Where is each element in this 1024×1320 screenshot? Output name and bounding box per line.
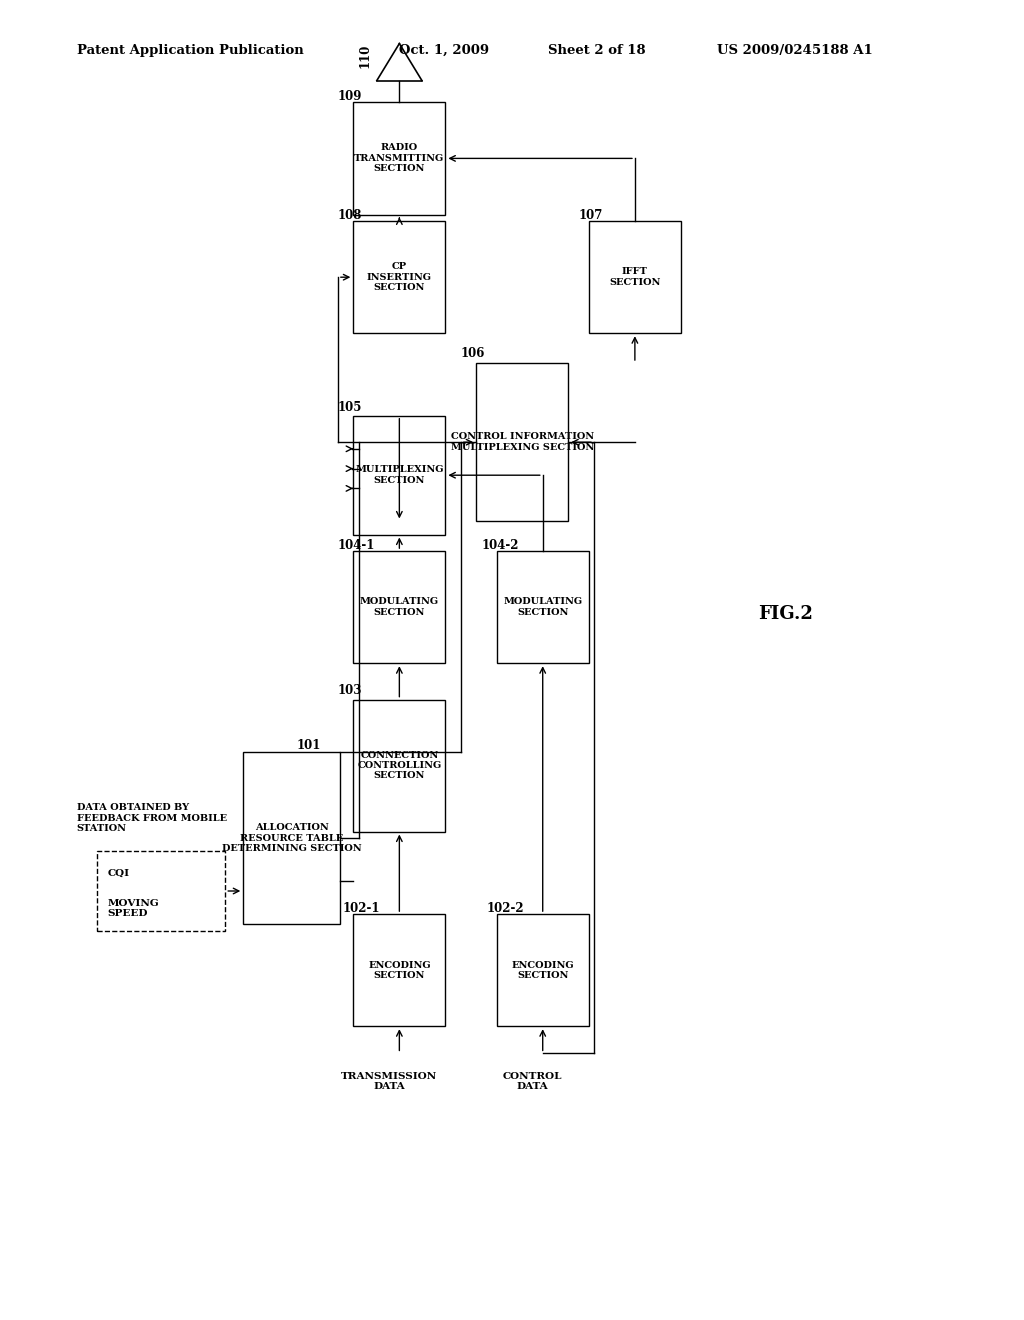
Text: CONTROL INFORMATION
MULTIPLEXING SECTION: CONTROL INFORMATION MULTIPLEXING SECTION xyxy=(451,433,594,451)
Text: MODULATING
SECTION: MODULATING SECTION xyxy=(503,598,583,616)
Text: TRANSMISSION
DATA: TRANSMISSION DATA xyxy=(341,1072,437,1092)
Bar xyxy=(353,103,445,214)
Text: MULTIPLEXING
SECTION: MULTIPLEXING SECTION xyxy=(355,466,443,484)
Text: ALLOCATION
RESOURCE TABLE
DETERMINING SECTION: ALLOCATION RESOURCE TABLE DETERMINING SE… xyxy=(222,824,361,853)
Text: Oct. 1, 2009: Oct. 1, 2009 xyxy=(399,44,489,57)
Text: 103: 103 xyxy=(338,684,362,697)
Text: 106: 106 xyxy=(461,347,485,360)
Bar xyxy=(497,913,589,1027)
Text: 104-1: 104-1 xyxy=(338,539,375,552)
Bar xyxy=(589,220,681,333)
Text: 107: 107 xyxy=(579,209,603,222)
Bar xyxy=(97,851,225,931)
Text: CQI: CQI xyxy=(108,869,130,878)
Text: ENCODING
SECTION: ENCODING SECTION xyxy=(511,961,574,979)
Text: CONNECTION
CONTROLLING
SECTION: CONNECTION CONTROLLING SECTION xyxy=(357,751,441,780)
Text: CONTROL
DATA: CONTROL DATA xyxy=(503,1072,562,1092)
Text: 109: 109 xyxy=(338,90,362,103)
Text: 108: 108 xyxy=(338,209,362,222)
Text: 102-2: 102-2 xyxy=(486,902,524,915)
Text: FIG.2: FIG.2 xyxy=(758,605,813,623)
Text: 101: 101 xyxy=(297,739,322,752)
Bar xyxy=(353,552,445,663)
Text: 105: 105 xyxy=(338,401,362,414)
Text: 110: 110 xyxy=(358,44,372,67)
Bar xyxy=(244,752,340,924)
Bar xyxy=(353,416,445,535)
Text: 102-1: 102-1 xyxy=(343,902,381,915)
Text: CP
INSERTING
SECTION: CP INSERTING SECTION xyxy=(367,263,432,292)
Text: MOVING
SPEED: MOVING SPEED xyxy=(108,899,160,919)
Text: 104-2: 104-2 xyxy=(481,539,519,552)
Text: Sheet 2 of 18: Sheet 2 of 18 xyxy=(548,44,645,57)
Text: US 2009/0245188 A1: US 2009/0245188 A1 xyxy=(717,44,872,57)
Bar xyxy=(476,363,568,521)
Bar xyxy=(353,700,445,832)
Text: IFFT
SECTION: IFFT SECTION xyxy=(609,268,660,286)
Text: DATA OBTAINED BY
FEEDBACK FROM MOBILE
STATION: DATA OBTAINED BY FEEDBACK FROM MOBILE ST… xyxy=(77,804,227,833)
Bar xyxy=(353,913,445,1027)
Text: RADIO
TRANSMITTING
SECTION: RADIO TRANSMITTING SECTION xyxy=(354,144,444,173)
Text: Patent Application Publication: Patent Application Publication xyxy=(77,44,303,57)
Bar xyxy=(353,220,445,333)
Bar xyxy=(497,552,589,663)
Text: MODULATING
SECTION: MODULATING SECTION xyxy=(359,598,439,616)
Text: ENCODING
SECTION: ENCODING SECTION xyxy=(368,961,431,979)
